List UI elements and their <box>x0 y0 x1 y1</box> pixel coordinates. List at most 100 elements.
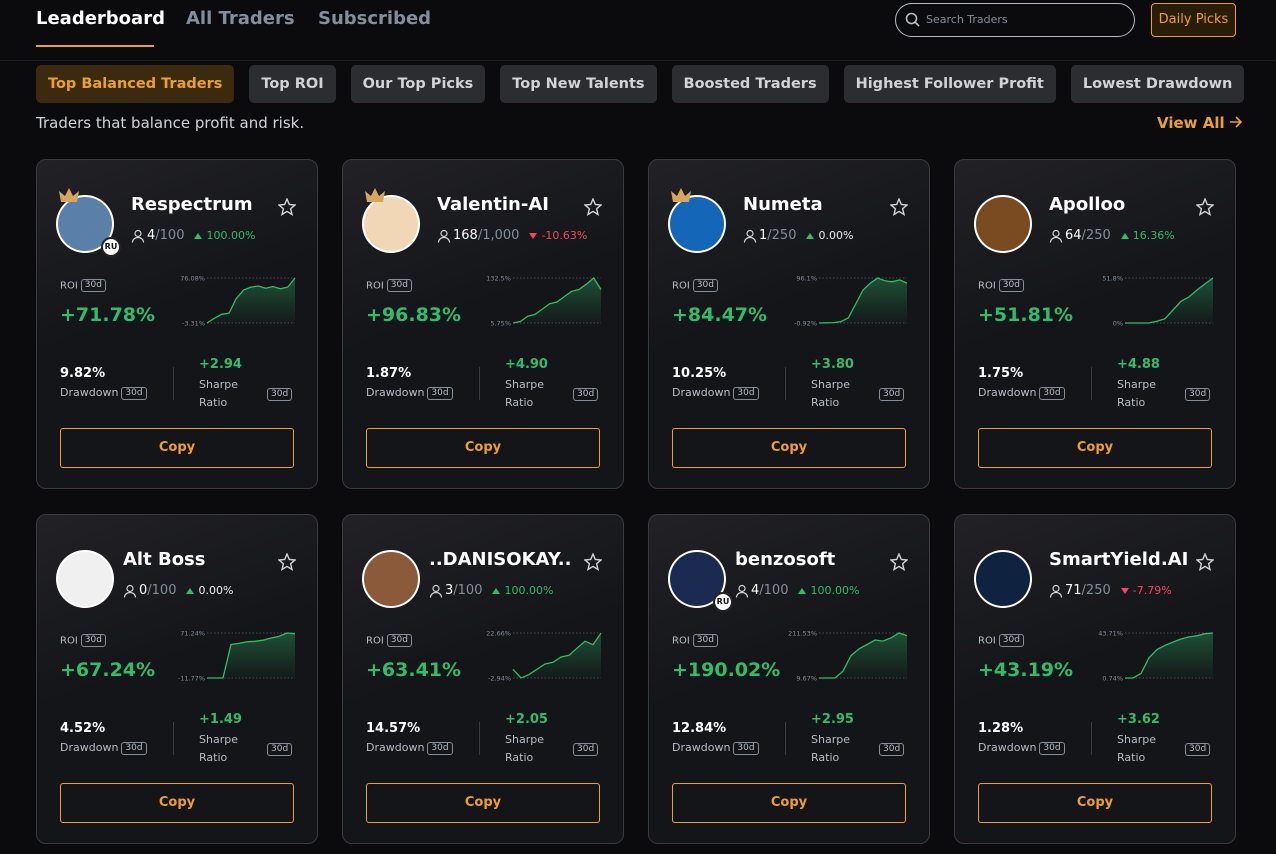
trader-name[interactable]: Numeta <box>743 194 823 215</box>
filter-chip[interactable]: Top Balanced Traders <box>36 65 235 103</box>
copy-button[interactable]: Copy <box>978 783 1212 823</box>
period-badge: 30d <box>733 386 759 400</box>
change-value: 100.00% <box>810 584 860 597</box>
period-badge: 30d <box>267 743 293 756</box>
person-shape <box>743 229 757 243</box>
copy-button[interactable]: Copy <box>672 428 906 468</box>
star-icon[interactable] <box>584 553 602 571</box>
drawdown-value: 1.75% <box>978 366 1024 381</box>
period-badge: 30d <box>879 743 905 756</box>
tab[interactable]: Leaderboard <box>36 8 165 29</box>
sparkline: -0.92% 96.1% <box>794 275 908 328</box>
star-icon[interactable] <box>890 553 908 571</box>
drawdown-label-text: Drawdown <box>366 741 425 754</box>
trader-name[interactable]: Alt Boss <box>123 549 206 570</box>
tab[interactable]: All Traders <box>186 8 295 29</box>
ratio-label: Ratio <box>199 396 228 409</box>
sparkline-line <box>512 277 602 324</box>
star-shape <box>890 198 908 216</box>
period-badge: 30d <box>879 388 905 401</box>
star-icon[interactable] <box>1196 198 1214 216</box>
sparkline-area <box>207 278 295 323</box>
search-box[interactable]: Search Traders <box>895 3 1135 37</box>
sparkline-area <box>207 633 295 678</box>
filter-chip[interactable]: Our Top Picks <box>350 65 486 103</box>
sharpe-value: +2.05 <box>505 712 548 727</box>
avatar-image <box>976 552 1030 606</box>
trader-card: Valentin-AI 168/1,000 -10.63% ROI 30d +96.83%… <box>342 159 624 489</box>
star-icon[interactable] <box>278 198 296 216</box>
person-shape <box>429 584 443 598</box>
change-value: 100.00% <box>504 584 554 597</box>
sharpe-label: Sharpe <box>1117 733 1156 746</box>
sharpe-label: Sharpe <box>811 733 850 746</box>
trader-name[interactable]: SmartYield.AI <box>1049 549 1189 570</box>
copy-button[interactable]: Copy <box>366 783 600 823</box>
view-all-text[interactable]: View All <box>1157 114 1225 132</box>
avatar <box>56 550 114 608</box>
drawdown-value: 12.84% <box>672 721 727 736</box>
star-icon[interactable] <box>1196 553 1214 571</box>
copy-button[interactable]: Copy <box>60 428 294 468</box>
star-icon[interactable] <box>584 198 602 216</box>
trader-name[interactable]: ..DANISOKAY.. <box>429 549 572 570</box>
tab[interactable]: Subscribed <box>318 8 432 29</box>
copy-button[interactable]: Copy <box>978 428 1212 468</box>
roi-label-text: ROI <box>672 280 690 292</box>
ratio-label: Ratio <box>1117 396 1146 409</box>
followers-row: 3/100 100.00% <box>429 583 553 598</box>
trader-name[interactable]: Valentin-AI <box>437 194 549 215</box>
drawdown-label: Drawdown 30d <box>60 741 147 755</box>
filter-chip[interactable]: Top ROI <box>249 65 336 103</box>
view-all[interactable]: View All <box>1157 114 1243 132</box>
trend-arrow <box>1120 587 1129 594</box>
follower-count: 1 <box>759 228 768 243</box>
trend-icon <box>1120 587 1129 594</box>
trend-icon <box>806 232 815 239</box>
period-badge: 30d <box>998 634 1024 647</box>
y-tick-label: -11.77% <box>178 675 205 683</box>
filter-chip[interactable]: Lowest Drawdown <box>1070 65 1245 103</box>
roi-value: +51.81% <box>978 304 1074 326</box>
sparkline: 0.74% 43.71% <box>1098 630 1214 683</box>
copy-button[interactable]: Copy <box>672 783 906 823</box>
copy-button[interactable]: Copy <box>60 783 294 823</box>
filter-chip[interactable]: Boosted Traders <box>671 65 829 103</box>
avatar-image <box>670 552 724 606</box>
trader-name[interactable]: Apolloo <box>1049 194 1126 215</box>
followers-row: 168/1,000 -10.63% <box>437 228 587 243</box>
follower-count: 3 <box>445 583 454 598</box>
arrow-icon <box>1229 116 1242 128</box>
star-icon[interactable] <box>278 553 296 571</box>
copy-button[interactable]: Copy <box>366 428 600 468</box>
person-shape <box>131 229 145 243</box>
daily-picks-button[interactable]: Daily Picks <box>1151 3 1236 37</box>
subtitle: Traders that balance profit and risk. <box>36 114 305 132</box>
drawdown-value: 9.82% <box>60 366 106 381</box>
sparkline: 0% 51.8% <box>1102 275 1214 328</box>
follower-capacity: /250 <box>1081 228 1111 243</box>
trend-arrow <box>806 232 815 239</box>
trend-arrow <box>194 232 203 239</box>
person-icon <box>1049 584 1063 598</box>
drawdown-value: 4.52% <box>60 721 106 736</box>
filter-chip[interactable]: Highest Follower Profit <box>843 65 1056 103</box>
drawdown-label-text: Drawdown <box>978 386 1037 399</box>
change-value: 16.36% <box>1132 229 1175 242</box>
follower-count: 71 <box>1065 583 1082 598</box>
crown-icon <box>365 188 385 202</box>
y-tick-label: -3.31% <box>182 320 205 328</box>
roi-label: ROI 30d <box>978 634 1024 647</box>
filter-chip[interactable]: Top New Talents <box>500 65 657 103</box>
trader-name[interactable]: Respectrum <box>131 194 253 215</box>
roi-label-text: ROI <box>366 635 384 647</box>
period-badge: 30d <box>733 741 759 755</box>
period-badge: 30d <box>692 279 718 292</box>
star-icon[interactable] <box>890 198 908 216</box>
trader-name[interactable]: benzosoft <box>735 549 836 570</box>
trader-card: Alt Boss 0/100 0.00% ROI 30d +67.24% -11.77% 71… <box>36 514 318 844</box>
sharpe-label: Sharpe <box>199 378 238 391</box>
period-badge: 30d <box>1039 386 1065 400</box>
metric-divider <box>173 367 174 400</box>
roi-value: +190.02% <box>672 659 781 681</box>
